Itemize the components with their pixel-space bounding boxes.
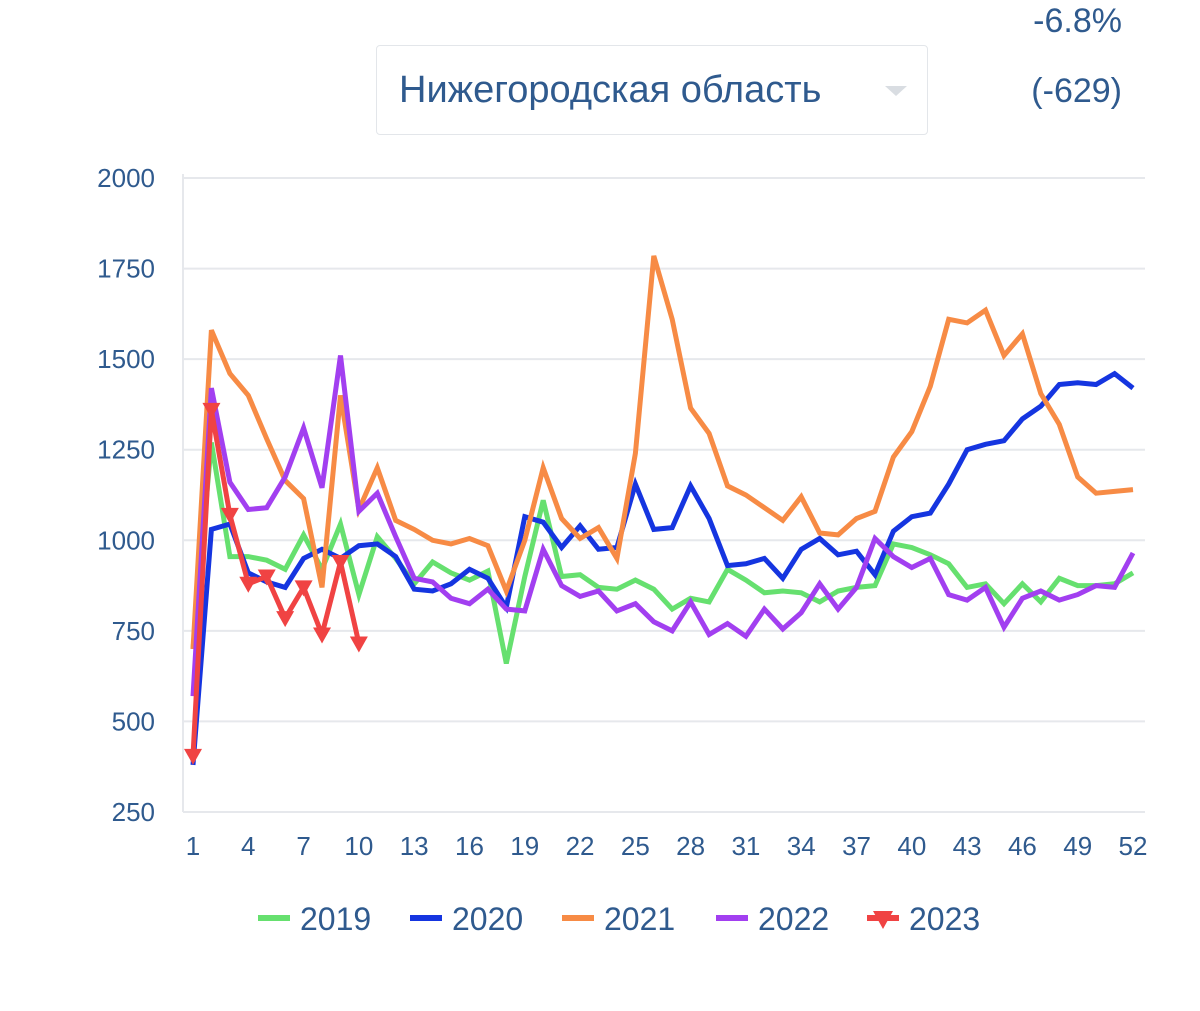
x-tick-label-37: 37 (842, 831, 871, 861)
x-tick-label-13: 13 (400, 831, 429, 861)
x-tick-label-19: 19 (510, 831, 539, 861)
x-tick-label-34: 34 (787, 831, 816, 861)
y-tick-label-500: 500 (112, 706, 155, 736)
legend-label-2019: 2019 (300, 901, 371, 937)
x-tick-label-7: 7 (296, 831, 310, 861)
y-tick-label-1500: 1500 (97, 344, 155, 374)
y-tick-label-1750: 1750 (97, 254, 155, 284)
series-marker-2023-4 (239, 576, 258, 593)
legend-label-2023: 2023 (909, 901, 980, 937)
series-marker-2023-2 (202, 402, 221, 419)
x-tick-label-16: 16 (455, 831, 484, 861)
y-tick-label-250: 250 (112, 797, 155, 827)
legend-label-2022: 2022 (758, 901, 829, 937)
x-tick-label-43: 43 (953, 831, 982, 861)
x-tick-label-22: 22 (566, 831, 595, 861)
x-tick-label-31: 31 (731, 831, 760, 861)
x-tick-label-1: 1 (186, 831, 200, 861)
series-line-2019 (190, 442, 1135, 665)
change-absolute: (-629) (1031, 72, 1122, 110)
y-tick-label-1000: 1000 (97, 525, 155, 555)
x-tick-label-52: 52 (1119, 831, 1148, 861)
legend-label-2020: 2020 (452, 901, 523, 937)
series-marker-2023-8 (313, 627, 332, 644)
series-marker-2023-3 (220, 507, 239, 524)
x-tick-label-46: 46 (1008, 831, 1037, 861)
series-marker-2023-5 (257, 569, 276, 586)
series-line-2023 (190, 409, 362, 756)
region-select-value: Нижегородская область (399, 68, 822, 111)
x-tick-label-28: 28 (676, 831, 705, 861)
legend-marker-2023 (873, 911, 893, 929)
series-marker-2023-9 (331, 555, 350, 572)
series-line-2020 (190, 370, 1135, 766)
series-marker-2023-7 (294, 580, 313, 597)
x-tick-label-10: 10 (344, 831, 373, 861)
series-marker-2023-10 (349, 636, 368, 653)
change-percent: -6.8% (1033, 2, 1122, 40)
series-marker-2023-6 (276, 611, 295, 628)
x-tick-label-49: 49 (1063, 831, 1092, 861)
x-tick-label-40: 40 (897, 831, 926, 861)
chevron-down-icon (885, 86, 907, 96)
y-tick-label-1250: 1250 (97, 435, 155, 465)
x-tick-label-25: 25 (621, 831, 650, 861)
x-tick-label-4: 4 (241, 831, 255, 861)
series-line-2022 (190, 355, 1136, 697)
y-tick-label-750: 750 (112, 616, 155, 646)
region-select[interactable]: Нижегородская область (376, 45, 928, 135)
y-tick-label-2000: 2000 (97, 163, 155, 193)
legend-label-2021: 2021 (604, 901, 675, 937)
series-marker-2023-1 (184, 748, 202, 765)
